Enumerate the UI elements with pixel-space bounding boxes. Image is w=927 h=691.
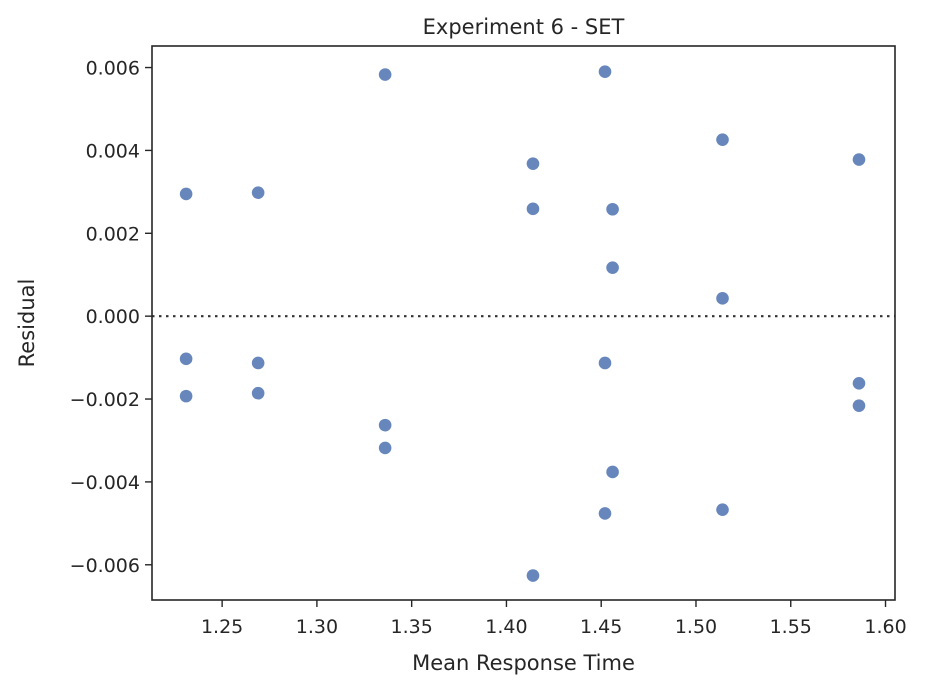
scatter-point-14	[598, 356, 612, 370]
scatter-point-20	[716, 292, 729, 305]
scatter-point-17	[606, 261, 619, 274]
scatter-point-21	[716, 503, 729, 516]
x-axis-title: Mean Response Time	[412, 651, 635, 675]
scatter-point-6	[251, 386, 265, 400]
x-tick-label: 1.30	[296, 616, 338, 638]
scatter-point-5	[251, 356, 265, 370]
x-axis-ticks: 1.25 1.30 1.35 1.40 1.45 1.50 1.55 1.60	[201, 600, 907, 638]
scatter-point-11	[526, 202, 540, 216]
plot-area-frame	[151, 45, 896, 601]
scatter-point-24	[852, 399, 866, 412]
scatter-point-2	[179, 352, 193, 366]
x-tick-label: 1.60	[864, 616, 906, 638]
scatter-point-22	[852, 153, 866, 166]
scatter-point-16	[606, 202, 619, 216]
scatter-point-13	[598, 65, 612, 78]
scatter-point-7	[378, 68, 392, 81]
scatter-point-3	[179, 389, 193, 403]
x-tick-label: 1.40	[485, 616, 527, 638]
scatter-point-19	[716, 133, 729, 146]
y-tick-label: 0.000	[86, 306, 140, 328]
chart-marks	[152, 65, 895, 582]
scatter-point-18	[606, 465, 619, 479]
y-tick-label: 0.004	[86, 140, 140, 162]
x-tick-label: 1.25	[201, 616, 243, 638]
x-tick-label: 1.55	[770, 616, 812, 638]
x-tick-label: 1.45	[580, 616, 622, 638]
x-tick-label: 1.35	[391, 616, 433, 638]
y-tick-label: −0.006	[70, 555, 140, 577]
y-axis-ticks: −0.006 −0.004 −0.002 0.000 0.002 0.004 0.006	[70, 58, 152, 577]
scatter-point-12	[526, 569, 540, 582]
y-tick-label: −0.002	[70, 389, 140, 411]
y-tick-label: 0.002	[86, 223, 140, 245]
y-tick-label: −0.004	[70, 472, 140, 494]
scatter-point-1	[179, 187, 193, 201]
scatter-point-9	[378, 441, 392, 455]
scatter-point-23	[852, 376, 866, 390]
chart-title: Experiment 6 - SET	[423, 15, 625, 39]
scatter-point-10	[526, 157, 540, 170]
scatter-point-8	[378, 418, 392, 432]
y-axis-title: Residual	[15, 279, 39, 368]
x-tick-label: 1.50	[675, 616, 717, 638]
scatter-point-15	[598, 507, 612, 520]
y-tick-label: 0.006	[86, 58, 140, 80]
scatter-point-4	[251, 186, 265, 199]
